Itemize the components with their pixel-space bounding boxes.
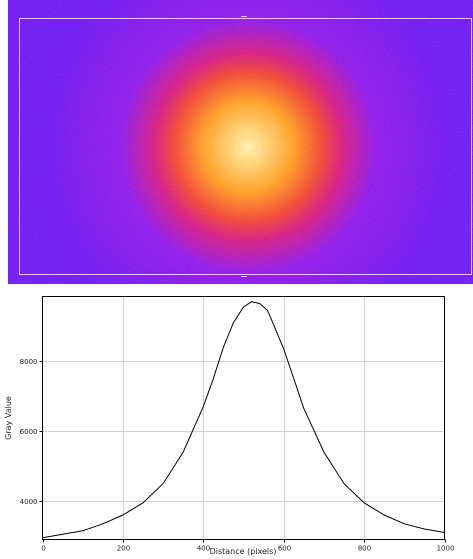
x-tick-label: 600 (278, 545, 291, 553)
y-tick-label: 6000 (20, 428, 38, 436)
y-tick-label: 8000 (20, 358, 38, 366)
beam-noise-texture (8, 0, 473, 284)
line-selection-rectangle[interactable] (19, 18, 472, 275)
x-tick-label: 0 (41, 545, 45, 553)
x-tick-label: 1000 (437, 545, 455, 553)
beam-image-panel (8, 0, 473, 284)
plot-ticks: 0 200 400 600 800 1000 4000 6000 8000 (20, 358, 455, 553)
beam-image (8, 0, 473, 284)
x-tick-label: 200 (117, 545, 130, 553)
profile-plot: 0 200 400 600 800 1000 4000 6000 8000 Distance (… (4, 296, 455, 556)
plot-grid (42, 296, 445, 540)
y-axis-label: Gray Value (4, 396, 13, 440)
x-axis-label: Distance (pixels) (210, 547, 277, 556)
plot-frame (42, 296, 445, 540)
profile-line (42, 301, 445, 539)
x-tick-label: 400 (197, 545, 210, 553)
y-tick-label: 4000 (20, 498, 38, 506)
profile-plot-panel: 0 200 400 600 800 1000 4000 6000 8000 Distance (… (0, 284, 473, 559)
x-tick-label: 800 (358, 545, 371, 553)
